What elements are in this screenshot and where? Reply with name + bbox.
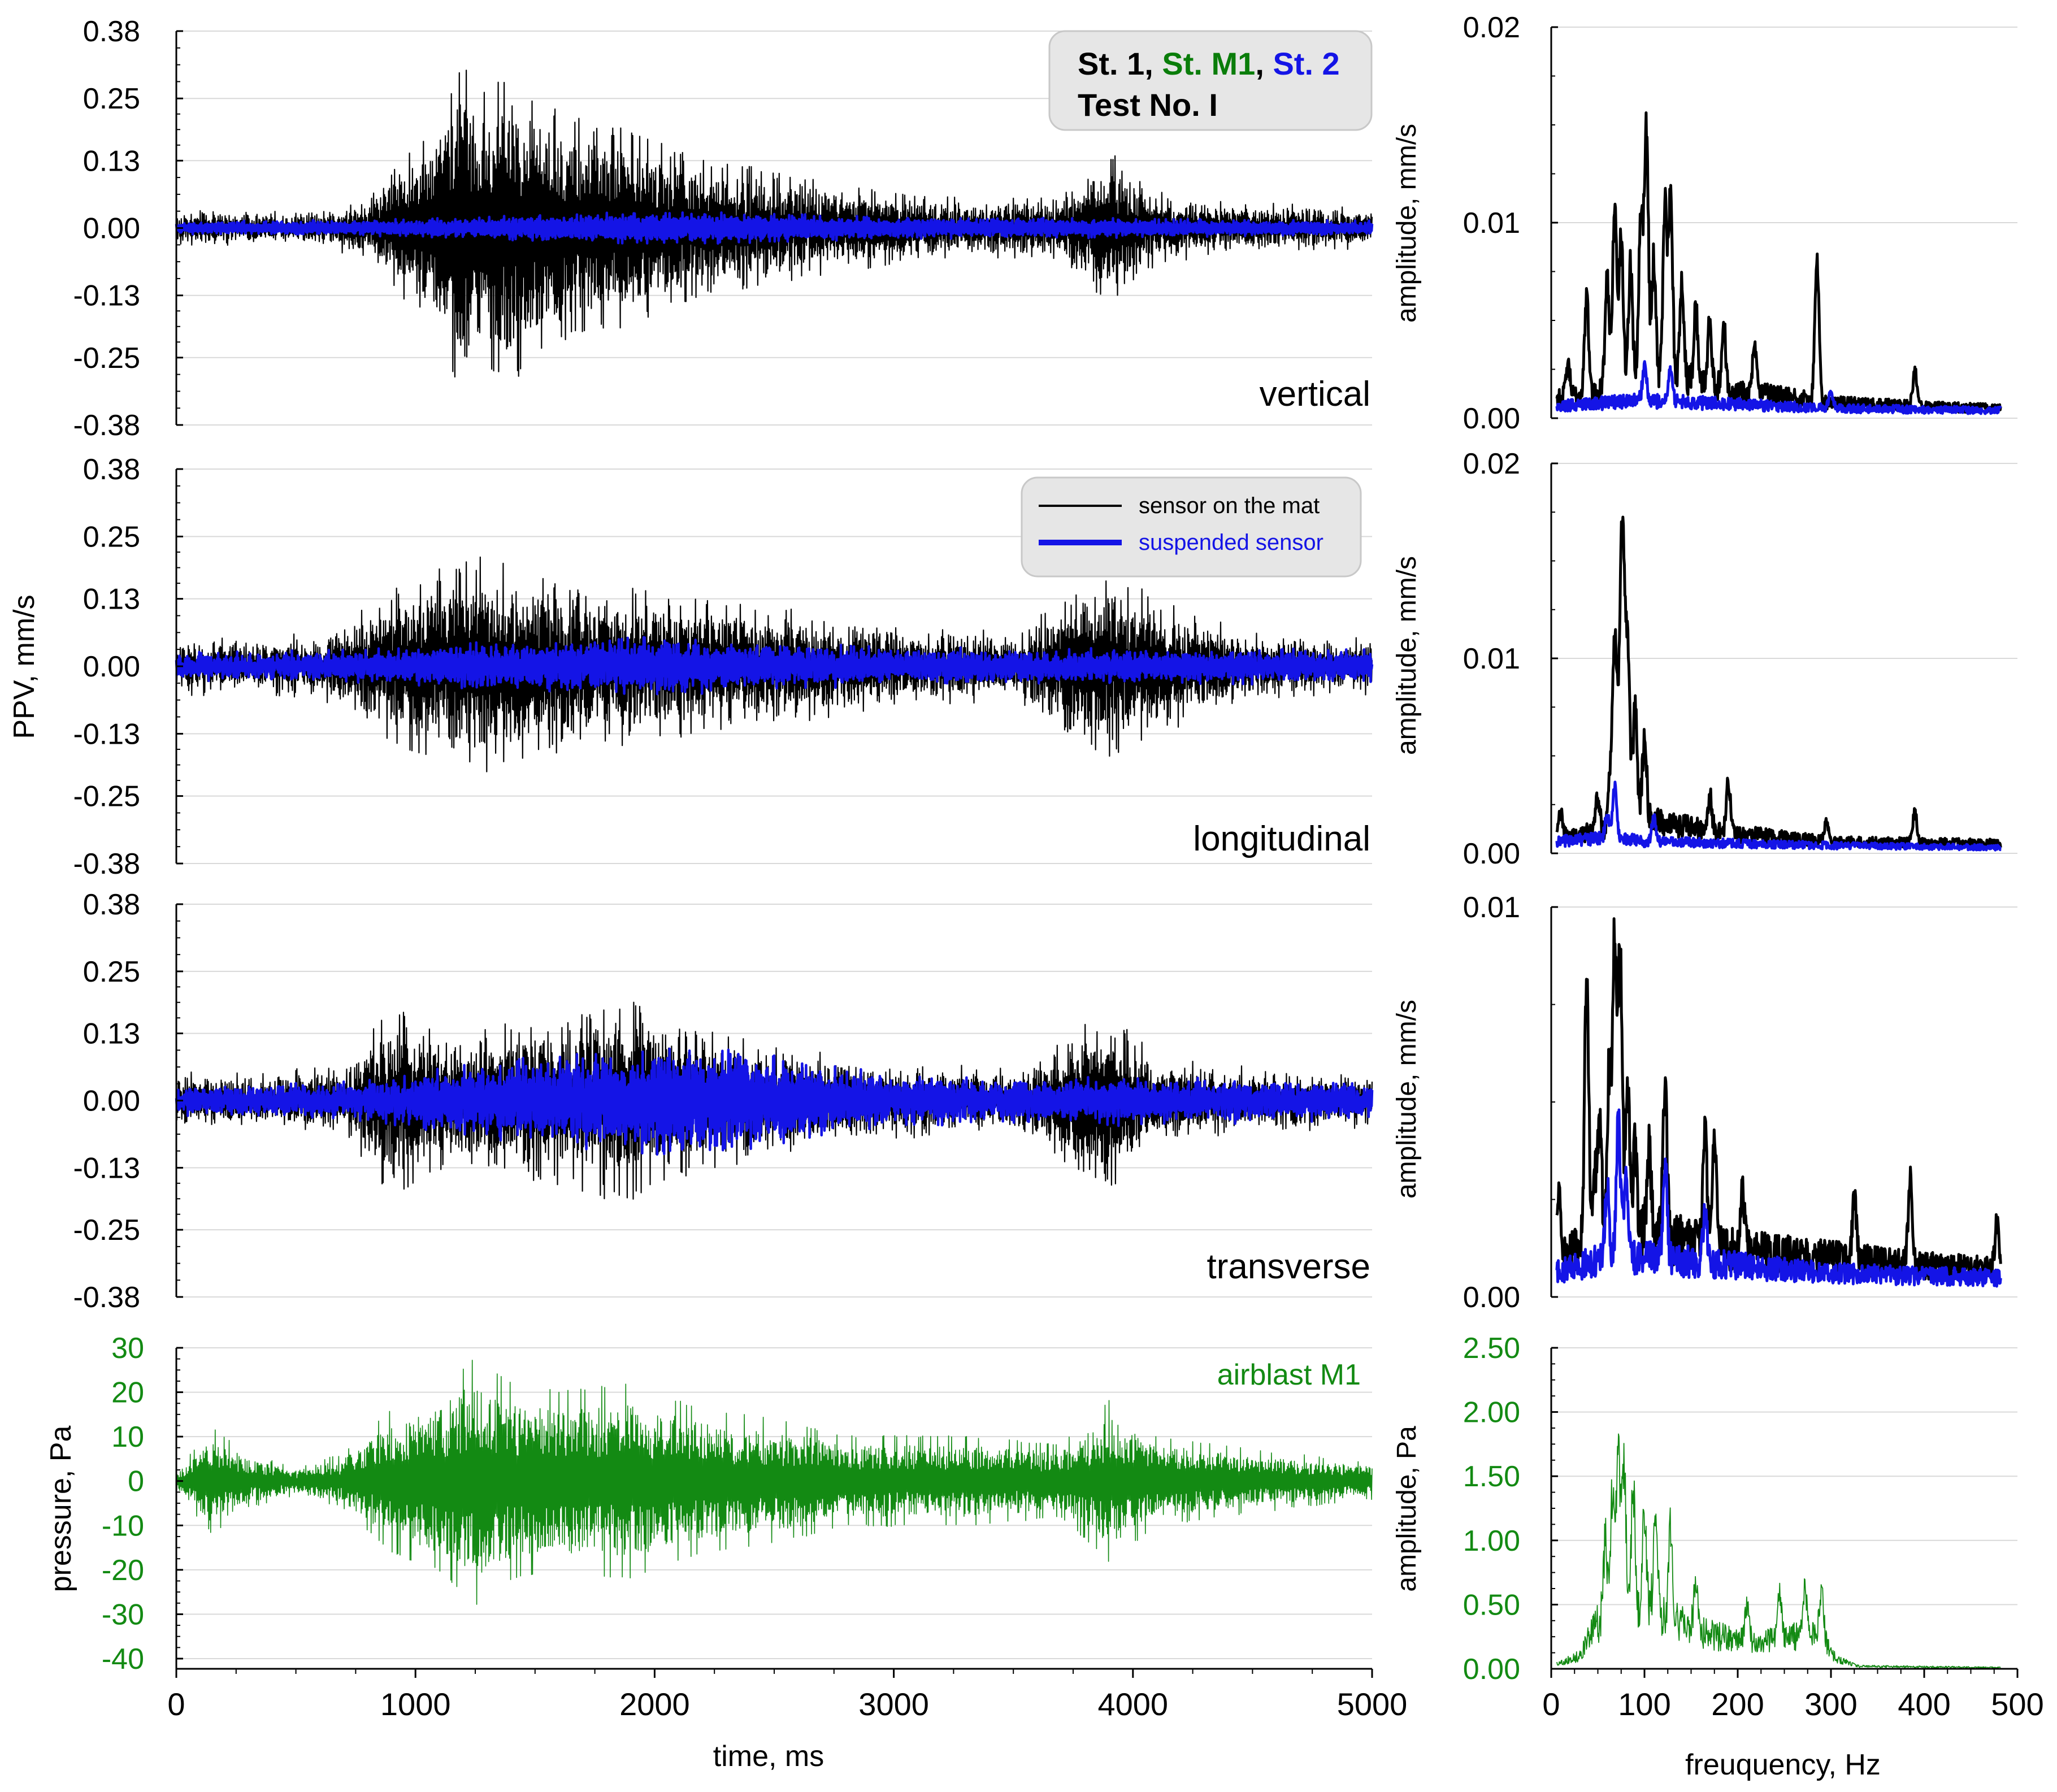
x-tick-label: 300 [1804,1686,1857,1722]
y-tick-label: -20 [102,1554,144,1587]
x-tick-label: 500 [1991,1686,2043,1722]
y-tick-label: -0.25 [73,342,140,375]
x-tick-label: 3000 [858,1686,929,1722]
y-axis-label-pressure: pressure, Pa [45,1426,77,1593]
y-tick-label: -0.38 [73,848,140,880]
panel-label-airblast: airblast M1 [1217,1359,1361,1391]
y-axis-label-amplitude-pa: amplitude, Pa [1392,1426,1422,1592]
y-tick-label: 0.02 [1463,11,1520,44]
x-tick-label: 100 [1618,1686,1670,1722]
y-tick-label: 0.00 [83,212,140,245]
y-tick-label: -30 [102,1598,144,1631]
panel-longitudinal-time: -0.38 -0.25 -0.13 0.00 0.13 0.25 0.38 longitud… [73,453,1374,880]
y-tick-label: 0.50 [1463,1589,1520,1621]
y-tick-label: 20 [111,1377,144,1409]
y-tick-label: 0.13 [83,583,140,616]
panel-label-transverse: transverse [1207,1247,1370,1286]
y-tick-label: 0.38 [83,453,140,486]
x-tick-label: 1000 [380,1686,451,1722]
y-tick-label: 0.00 [1463,1281,1520,1314]
y-tick-label: 10 [111,1421,144,1453]
y-tick-label: 30 [111,1332,144,1365]
panel-airblast-spectrum: 0.00 0.50 1.00 1.50 2.00 2.50 0 100 200 300 400 50… [1392,1332,2044,1781]
y-tick-label: 0.00 [83,650,140,683]
x-axis-label-time: time, ms [713,1740,824,1773]
y-tick-label: 0.25 [83,520,140,553]
legend-label-mat: sensor on the mat [1139,493,1320,518]
sensor-legend: sensor on the mat suspended sensor [1021,476,1362,578]
x-tick-label: 5000 [1337,1686,1408,1722]
y-tick-label: -0.13 [73,1152,140,1184]
legend-station-m1: St. M1 [1162,46,1255,81]
y-tick-label: 0.38 [83,15,140,48]
x-tick-label: 4000 [1098,1686,1169,1722]
y-tick-label: 0.01 [1463,891,1520,924]
y-tick-label: 2.00 [1463,1396,1520,1429]
panel-label-longitudinal: longitudinal [1193,819,1370,858]
y-tick-label: 0 [128,1465,144,1498]
x-tick-label: 0 [1542,1686,1560,1722]
y-tick-label: 0.01 [1463,643,1520,675]
series-line-secondary [175,211,1374,245]
legend-station-1: St. 1 [1078,46,1144,81]
series-line-secondary [1555,1108,2002,1288]
panel-transverse-time: -0.38 -0.25 -0.13 0.00 0.13 0.25 0.38 transver… [73,888,1374,1314]
y-tick-label: -0.13 [73,280,140,313]
y-tick-label: -0.13 [73,718,140,750]
x-tick-label: 200 [1711,1686,1764,1722]
y-axis-label-ppv: PPV, mm/s [8,595,41,739]
y-tick-label: 0.02 [1463,448,1520,480]
y-tick-label: 1.50 [1463,1460,1520,1493]
legend-label-suspended: suspended sensor [1139,530,1323,555]
x-tick-label: 0 [167,1686,185,1722]
y-tick-label: 0.38 [83,888,140,921]
y-tick-label: 0.25 [83,83,140,115]
y-tick-label: -0.38 [73,409,140,442]
legend-test-number: Test No. I [1078,87,1218,123]
panel-vertical-spectrum: 0.00 0.01 0.02 amplitude, mm/s [1392,11,2017,435]
y-tick-label: -0.25 [73,780,140,813]
series-line-secondary [175,636,1374,696]
y-axis-label-amplitude-vertical: amplitude, mm/s [1392,124,1422,323]
y-tick-label: 0.00 [1463,838,1520,870]
y-axis-label-amplitude-transverse: amplitude, mm/s [1392,1000,1422,1199]
y-tick-label: 0.00 [1463,402,1520,435]
series-line-secondary [175,1047,1374,1156]
y-tick-label: 0.01 [1463,207,1520,240]
y-tick-label: 0.25 [83,956,140,988]
y-tick-label: -0.38 [73,1281,140,1314]
y-tick-label: -10 [102,1509,144,1542]
series-line-primary [176,1360,1373,1605]
svg-text:St. 1, St. M1,: St. 1, St. M1, St. 2 [1078,46,1340,81]
panel-longitudinal-spectrum: 0.00 0.01 0.02 amplitude, mm/s [1392,448,2017,870]
series-line-primary [175,556,1373,773]
legend-station-2: St. 2 [1273,46,1339,81]
series-line-secondary [1555,360,2002,415]
series-line-primary [1556,1433,2001,1669]
y-tick-label: -40 [102,1643,144,1676]
series-line-secondary [1555,780,2002,852]
series-line-primary [1555,515,2002,849]
x-tick-label: 400 [1898,1686,1950,1722]
x-axis-label-frequency: freuquency, Hz [1685,1748,1881,1781]
y-tick-label: 1.00 [1463,1525,1520,1557]
station-legend: St. 1, St. M1, St. 2 Test No. I [1048,30,1373,131]
y-tick-label: 0.13 [83,145,140,177]
y-tick-label: 0.00 [1463,1653,1520,1686]
y-tick-label: 0.00 [83,1085,140,1118]
panel-vertical-time: -0.38 -0.25 -0.13 0.00 0.13 0.25 0.38 vertical… [73,15,1374,442]
panel-transverse-spectrum: 0.00 0.01 amplitude, mm/s [1392,891,2017,1314]
y-tick-label: 0.13 [83,1018,140,1051]
x-tick-label: 2000 [619,1686,690,1722]
y-tick-label: 2.50 [1463,1332,1520,1365]
y-axis-label-amplitude-longitudinal: amplitude, mm/s [1392,556,1422,755]
y-tick-label: -0.25 [73,1214,140,1247]
panel-label-vertical: vertical [1260,375,1370,414]
series-line-primary [1555,917,2002,1282]
panel-airblast-time: -40 -30 -20 -10 0 10 20 30 0 1000 2000 3000 4000 500… [102,1332,1407,1773]
